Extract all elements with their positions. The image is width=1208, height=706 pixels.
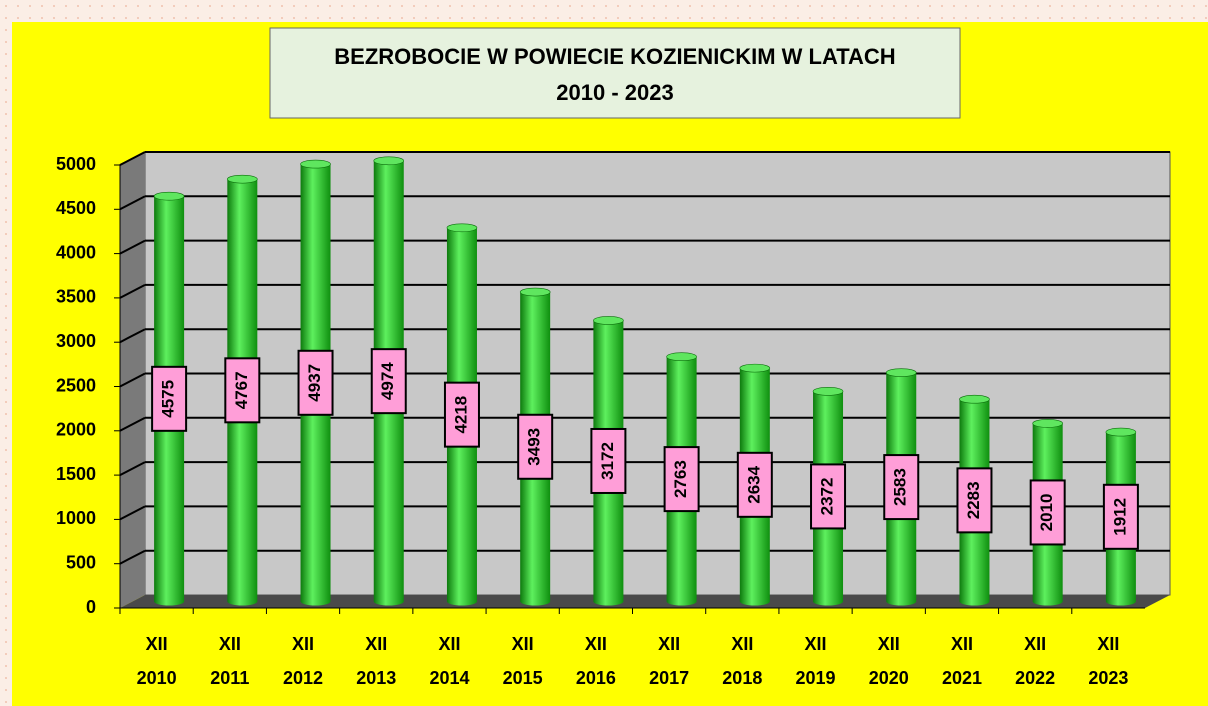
label-box: [151, 365, 188, 432]
label-box: [443, 381, 480, 448]
x-tick-label: XII: [805, 634, 827, 654]
x-tick-label: XII: [365, 634, 387, 654]
x-tick-label: 2022: [1015, 668, 1055, 688]
data-label: 3493: [525, 428, 544, 466]
data-label: 4767: [232, 371, 251, 409]
data-label: 4218: [451, 396, 470, 434]
x-tick-label: XII: [658, 634, 680, 654]
y-tick-label: 3000: [56, 331, 96, 351]
y-tick-label: 1500: [56, 464, 96, 484]
x-tick-label: XII: [438, 634, 460, 654]
y-tick-label: 3500: [56, 287, 96, 307]
bar-top: [300, 159, 331, 169]
grid-line: [119, 416, 146, 432]
x-tick-label: XII: [585, 634, 607, 654]
x-tick-label: XII: [731, 634, 753, 654]
label-box: [1029, 479, 1066, 546]
bar-top: [739, 363, 771, 373]
data-label: 2010: [1037, 494, 1056, 532]
bar-top: [666, 352, 697, 361]
grid-line: [119, 505, 146, 521]
bar-top: [1032, 419, 1063, 428]
x-tick-label: 2017: [649, 668, 689, 688]
grid-line: [119, 151, 146, 166]
data-label: 2583: [891, 468, 910, 506]
y-tick-label: 4000: [56, 242, 96, 262]
chart-title: 2010 - 2023: [556, 80, 673, 105]
x-tick-label: 2020: [869, 668, 909, 688]
x-tick-label: XII: [512, 634, 534, 654]
bar-top: [959, 394, 990, 404]
x-tick-label: XII: [219, 634, 241, 654]
y-tick-label: 4500: [56, 198, 96, 218]
bar-top: [519, 287, 551, 297]
x-tick-label: XII: [1097, 634, 1119, 654]
bar-top: [227, 174, 258, 184]
label-box: [517, 413, 554, 480]
bar-top: [373, 156, 405, 166]
grid-line: [119, 372, 146, 388]
data-label: 2372: [818, 478, 837, 516]
x-tick-label: 2011: [210, 668, 249, 688]
x-tick-label: 2010: [137, 668, 177, 688]
x-tick-label: 2016: [576, 668, 616, 688]
bar-top: [153, 191, 185, 201]
data-label: 4974: [378, 362, 397, 400]
label-box: [297, 349, 334, 416]
y-tick-label: 0: [86, 597, 96, 617]
x-tick-label: 2012: [283, 668, 323, 688]
x-tick-label: 2013: [356, 668, 396, 688]
data-label: 4575: [159, 380, 178, 418]
x-tick-label: 2014: [429, 668, 469, 688]
bar-top: [885, 368, 917, 377]
label-box: [1102, 483, 1139, 550]
data-label: 2763: [671, 460, 690, 498]
x-tick-label: XII: [951, 634, 973, 654]
x-tick-label: XII: [1024, 634, 1046, 654]
bar-top: [1105, 427, 1137, 437]
data-label: 2283: [964, 481, 983, 519]
label-box: [736, 451, 773, 518]
grid-line: [119, 284, 146, 299]
y-tick-label: 2500: [56, 375, 96, 395]
label-box: [956, 467, 993, 534]
data-label: 4937: [305, 364, 324, 402]
floor: [120, 595, 1170, 608]
y-tick-label: 5000: [56, 154, 96, 174]
label-box: [663, 446, 700, 513]
data-label: 2634: [744, 465, 763, 503]
data-label: 3172: [598, 442, 617, 480]
y-tick-label: 1000: [56, 508, 96, 528]
x-tick-label: XII: [292, 634, 314, 654]
grid-line: [119, 549, 146, 565]
bar-top: [593, 316, 624, 325]
chart-title: BEZROBOCIE W POWIECIE KOZIENICKIM W LATA…: [334, 44, 895, 69]
x-tick-label: 2023: [1088, 668, 1128, 688]
y-tick-label: 2000: [56, 420, 96, 440]
x-tick-label: XII: [146, 634, 168, 654]
label-box: [810, 463, 847, 530]
label-box: [590, 427, 627, 494]
data-label: 1912: [1110, 498, 1129, 536]
x-tick-label: 2015: [503, 668, 543, 688]
bar-top: [812, 387, 844, 396]
grid-line: [119, 461, 146, 476]
grid-line: [119, 195, 146, 211]
grid-line: [119, 239, 146, 255]
x-tick-label: 2019: [796, 668, 836, 688]
bar-top: [446, 223, 478, 233]
y-tick-label: 500: [66, 552, 96, 572]
title-box: [269, 27, 961, 119]
x-tick-label: XII: [878, 634, 900, 654]
label-box: [370, 348, 407, 415]
label-box: [224, 357, 261, 424]
grid-line: [119, 328, 146, 344]
x-tick-label: 2021: [942, 668, 982, 688]
label-box: [883, 454, 920, 521]
x-tick-label: 2018: [722, 668, 762, 688]
